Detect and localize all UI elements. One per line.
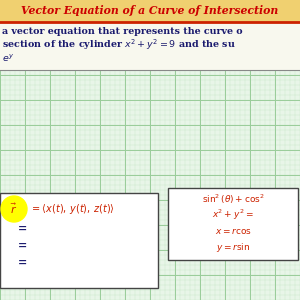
Text: $= \langle x(t),\, y(t),\, z(t) \rangle$: $= \langle x(t),\, y(t),\, z(t) \rangle$ [30, 202, 115, 216]
Text: $x = r\cos$: $x = r\cos$ [214, 226, 251, 236]
Text: a vector equation that represents the curve o: a vector equation that represents the cu… [2, 28, 243, 37]
Text: $\vec{r}$: $\vec{r}$ [11, 202, 18, 216]
Text: section of the cylinder $x^2 + y^2 = 9$ and the su: section of the cylinder $x^2 + y^2 = 9$ … [2, 38, 236, 52]
Text: $x^2 + y^2 =$: $x^2 + y^2 =$ [212, 208, 254, 222]
Text: $y = r\sin$: $y = r\sin$ [216, 241, 250, 254]
Circle shape [1, 196, 27, 222]
Text: $e^y$: $e^y$ [2, 52, 14, 64]
Text: =: = [18, 224, 27, 235]
FancyBboxPatch shape [0, 193, 158, 288]
FancyBboxPatch shape [168, 188, 298, 260]
Text: Vector Equation of a Curve of Intersection: Vector Equation of a Curve of Intersecti… [21, 5, 279, 16]
Text: =: = [18, 257, 27, 268]
Text: $\sin^2(\theta) + \cos^2$: $\sin^2(\theta) + \cos^2$ [202, 192, 265, 206]
FancyBboxPatch shape [0, 22, 300, 70]
Text: =: = [18, 241, 27, 251]
FancyBboxPatch shape [0, 0, 300, 22]
